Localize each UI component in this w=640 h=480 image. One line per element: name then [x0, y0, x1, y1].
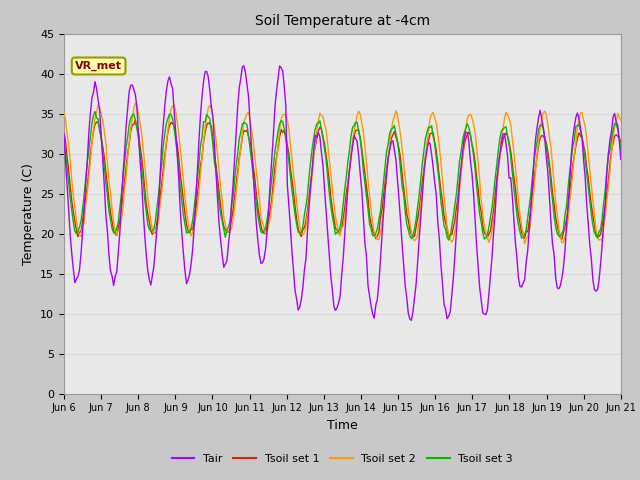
Title: Soil Temperature at -4cm: Soil Temperature at -4cm — [255, 14, 430, 28]
Text: VR_met: VR_met — [75, 61, 122, 71]
Legend: Tair, Tsoil set 1, Tsoil set 2, Tsoil set 3: Tair, Tsoil set 1, Tsoil set 2, Tsoil se… — [167, 450, 518, 468]
X-axis label: Time: Time — [327, 419, 358, 432]
Y-axis label: Temperature (C): Temperature (C) — [22, 163, 35, 264]
